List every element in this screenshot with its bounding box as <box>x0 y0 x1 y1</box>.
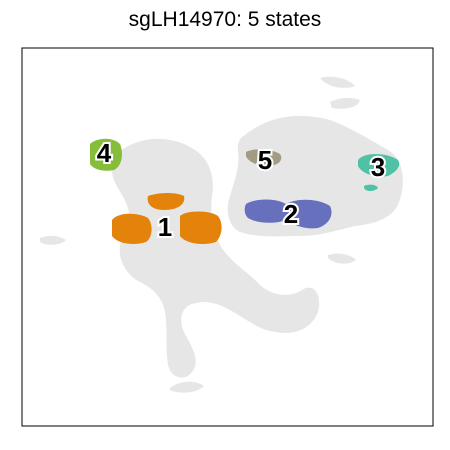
state-3-cell-group-2 <box>364 184 378 191</box>
state-1-cell-group-1 <box>147 193 185 210</box>
state-cluster-1 <box>112 193 222 244</box>
state-3-cell-group-1 <box>358 154 400 177</box>
plot-frame <box>21 47 434 427</box>
state-label-1: 1 <box>158 212 172 242</box>
state-label-2: 2 <box>284 199 298 229</box>
state-label-5: 5 <box>258 145 272 175</box>
state-label-4: 4 <box>97 138 112 168</box>
state-label-3: 3 <box>371 152 385 182</box>
state-5-cell-group-1 <box>246 149 282 166</box>
state-1-cell-group-2 <box>112 213 152 244</box>
chart-title: sgLH14970: 5 states <box>128 8 322 31</box>
state-cluster-5 <box>246 149 282 166</box>
state-cluster-3 <box>358 154 400 191</box>
state-1-cell-group-3 <box>180 211 222 244</box>
background-cells <box>40 76 403 393</box>
state-cluster-2 <box>244 199 332 229</box>
state-clusters <box>90 138 400 244</box>
state-cluster-4 <box>90 138 122 171</box>
state-4-cell-group-1 <box>90 138 122 171</box>
state-2-cell-group-1 <box>244 199 332 229</box>
